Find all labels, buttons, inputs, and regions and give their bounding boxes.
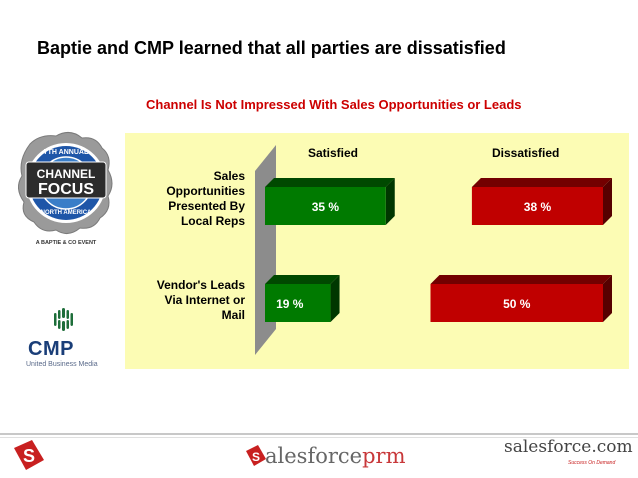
- salesforce-s-icon: S: [14, 440, 44, 470]
- cmp-logo-subtitle: United Business Media: [26, 361, 98, 368]
- dissatisfied-bar-0: [471, 178, 612, 225]
- axis-wall: [255, 145, 276, 355]
- row-label-line: Vendor's Leads: [156, 278, 245, 292]
- footer-divider: [0, 433, 638, 435]
- row-label-line: Sales: [213, 169, 245, 183]
- row-label-line: Opportunities: [166, 184, 245, 198]
- slide-title: Baptie and CMP learned that all parties …: [37, 38, 506, 58]
- salesforce-prm-s-icon: S: [246, 445, 266, 466]
- satisfied-value-label-1: 19 %: [276, 297, 304, 311]
- badge-line1: CHANNEL: [37, 167, 96, 181]
- salesforce-prm-part2: prm: [362, 444, 406, 468]
- salesforce-com-tagline: Success On Demand: [568, 460, 616, 466]
- cmp-logo: [12, 302, 122, 372]
- bar-chart: 35 % 19 % 38 % 50 %: [255, 145, 612, 355]
- dissatisfied-bar-1: [430, 275, 612, 322]
- svg-text:S: S: [23, 446, 35, 466]
- satisfied-bar-1: [265, 275, 340, 322]
- header-satisfied: Satisfied: [308, 146, 359, 160]
- cmp-logo-name: CMP: [28, 338, 74, 360]
- svg-text:S: S: [252, 450, 260, 464]
- dissatisfied-value-label-1: 50 %: [503, 297, 531, 311]
- satisfied-bar-0: [265, 178, 395, 225]
- row-label-vendor-leads: Vendor's Leads Via Internet or Mail: [157, 278, 245, 323]
- badge-line2: FOCUS: [38, 181, 94, 198]
- chart-panel: 35 % 19 % 38 % 50 % Satisfied Dissatisfied …: [125, 133, 629, 369]
- salesforce-prm-logo: alesforceprm: [265, 444, 406, 468]
- satisfied-value-label-0: 35 %: [312, 200, 340, 214]
- row-label-line: Local Reps: [180, 214, 245, 228]
- channel-focus-logo: 7TH ANNUAL CHANNEL FOCUS NORTH AMERICA A…: [12, 126, 122, 256]
- row-label-line: Presented By: [168, 199, 245, 213]
- dissatisfied-value-label-0: 38 %: [524, 200, 552, 214]
- chart-title: Channel Is Not Impressed With Sales Oppo…: [146, 97, 522, 112]
- badge-caption: A BAPTIE & CO EVENT: [36, 240, 97, 246]
- row-label-line: Via Internet or: [164, 293, 245, 307]
- row-label-line: Mail: [221, 308, 245, 322]
- footer-divider-light: [0, 437, 638, 438]
- badge-top-text: 7TH ANNUAL: [44, 149, 89, 156]
- header-dissatisfied: Dissatisfied: [492, 146, 560, 160]
- salesforce-com-logo: salesforce.com: [504, 437, 633, 457]
- row-label-sales-opportunities: Sales Opportunities Presented By Local Reps: [166, 169, 245, 229]
- salesforce-prm-part1: alesforce: [265, 444, 363, 468]
- badge-region: NORTH AMERICA: [41, 210, 92, 216]
